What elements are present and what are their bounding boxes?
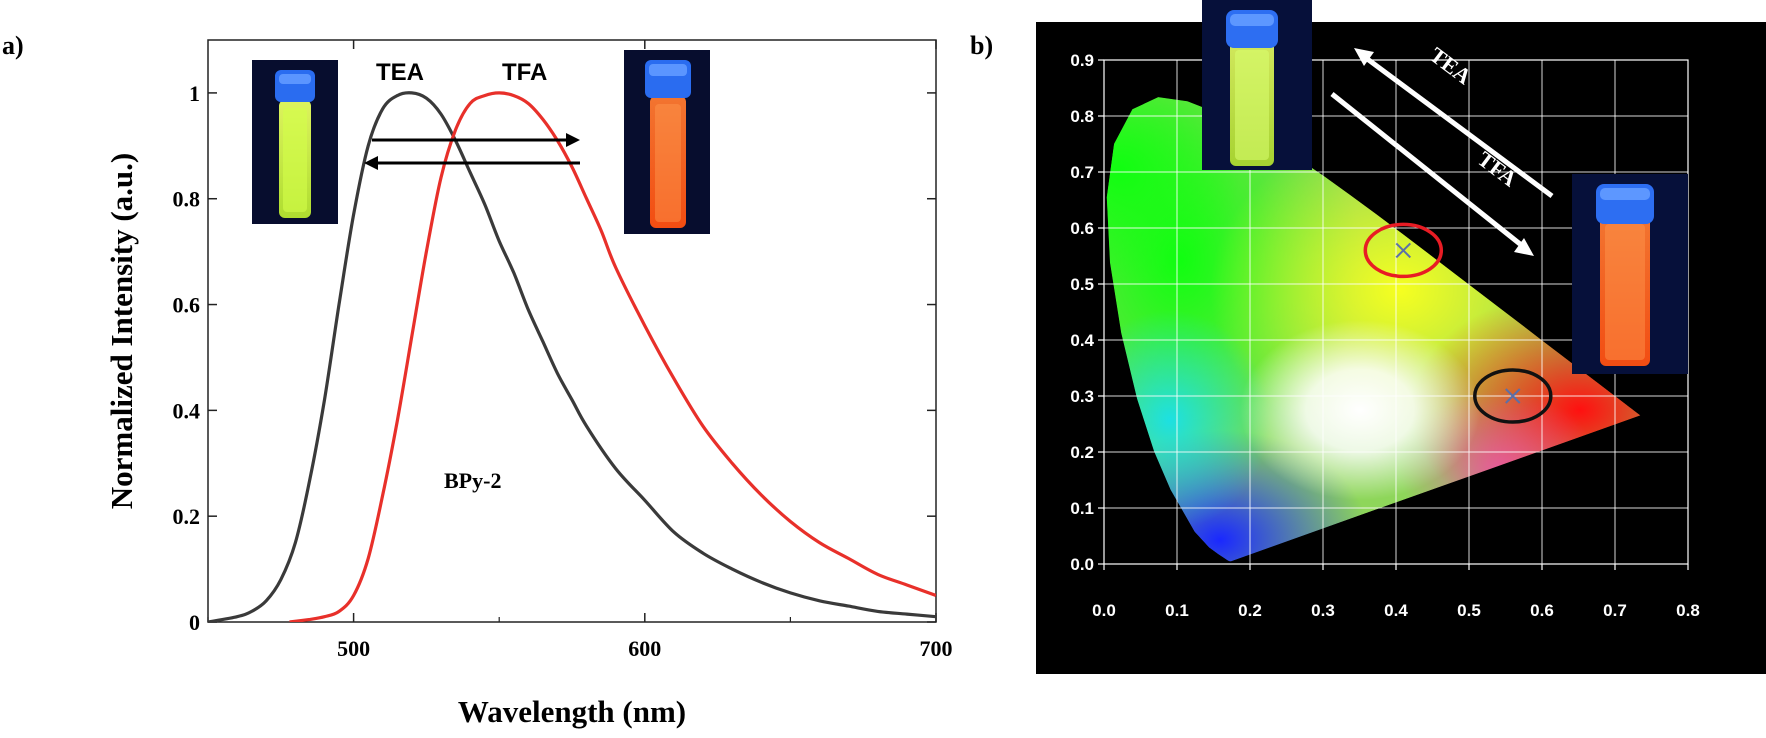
series-label-tea: TEA [376, 59, 424, 86]
panel-a-label: a) [2, 31, 24, 60]
x-tick-label: 600 [628, 636, 661, 661]
chart-a-x-ticks: 500 600 700 [207, 40, 953, 661]
vial-image-tea-cie [1202, 0, 1312, 170]
y-tick-label: 0 [189, 610, 200, 635]
chart-a: 0 0.2 0.4 0.6 0.8 1 500 600 700 TEA TFA BPy-2 [104, 39, 953, 729]
y-tick-label: 0.7 [1070, 163, 1094, 182]
vial-image-tea [252, 60, 338, 224]
chart-b-x-ticks: 0.0 0.1 0.2 0.3 0.4 0.5 0.6 0.7 0.8 [1092, 564, 1700, 620]
y-tick-label: 0.2 [1070, 443, 1094, 462]
chart-b-y-ticks: 0.0 0.1 0.2 0.3 0.4 0.5 0.6 0.7 0.8 0.9 [1070, 51, 1104, 574]
y-tick-label: 0.6 [1070, 219, 1094, 238]
x-tick-label: 0.0 [1092, 601, 1116, 620]
series-label-tfa: TFA [502, 59, 547, 86]
y-tick-label: 0.9 [1070, 51, 1094, 70]
panel-b-label: b) [970, 31, 993, 60]
point-ring-tea [1363, 222, 1444, 279]
point-ring-tfa [1473, 368, 1553, 424]
y-tick-label: 0.3 [1070, 387, 1094, 406]
x-tick-label: 0.6 [1530, 601, 1554, 620]
y-tick-label: 0.4 [1070, 331, 1094, 350]
chart-a-ylabel: Normalized Intensity (a.u.) [104, 153, 139, 509]
x-tick-label: 700 [920, 636, 953, 661]
y-tick-label: 0.8 [173, 187, 201, 212]
chart-b-points [1363, 222, 1553, 424]
series-line-tfa [289, 91, 936, 622]
vial-image-tfa [624, 50, 710, 234]
chart-a-y-ticks: 0 0.2 0.4 0.6 0.8 1 [173, 81, 936, 635]
chart-b: 0.0 0.1 0.2 0.3 0.4 0.5 0.6 0.7 0.8 0.9 0.0 0.1 0.2… [1036, 0, 1766, 674]
x-tick-label: 0.8 [1676, 601, 1700, 620]
y-tick-label: 0.4 [173, 398, 201, 423]
point-marker-tea [1395, 242, 1412, 259]
shift-arrows [364, 133, 580, 170]
vial-image-tfa-cie [1572, 174, 1688, 374]
y-tick-label: 0.8 [1070, 107, 1094, 126]
x-tick-label: 0.5 [1457, 601, 1481, 620]
y-tick-label: 0.0 [1070, 555, 1094, 574]
y-tick-label: 0.6 [173, 293, 201, 318]
chart-a-xlabel: Wavelength (nm) [458, 694, 686, 729]
point-marker-tfa [1505, 388, 1521, 404]
x-tick-label: 0.3 [1311, 601, 1335, 620]
annotation-bpy2: BPy-2 [444, 468, 501, 493]
series-line-tea [208, 91, 936, 622]
x-tick-label: 0.7 [1603, 601, 1627, 620]
y-tick-label: 1 [189, 81, 200, 106]
y-tick-label: 0.5 [1070, 275, 1094, 294]
chart-a-frame [207, 39, 937, 623]
x-tick-label: 0.4 [1384, 601, 1408, 620]
chart-a-series [208, 91, 936, 622]
x-tick-label: 0.2 [1238, 601, 1262, 620]
y-tick-label: 0.2 [173, 504, 201, 529]
x-tick-label: 500 [337, 636, 370, 661]
x-tick-label: 0.1 [1165, 601, 1189, 620]
y-tick-label: 0.1 [1070, 499, 1094, 518]
